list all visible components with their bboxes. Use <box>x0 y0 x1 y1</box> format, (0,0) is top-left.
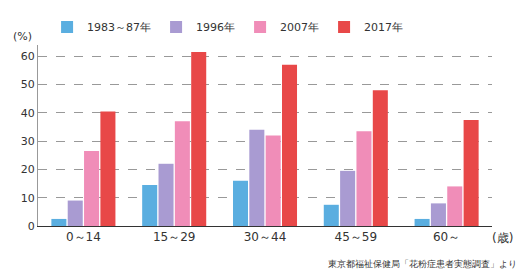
svg-text:0～14: 0～14 <box>66 230 101 244</box>
svg-text:10: 10 <box>21 192 35 205</box>
svg-text:40: 40 <box>21 107 35 120</box>
svg-text:(歳): (歳) <box>492 231 513 245</box>
svg-text:45～59: 45～59 <box>335 230 378 244</box>
svg-text:30: 30 <box>21 135 35 148</box>
svg-text:60: 60 <box>21 50 35 63</box>
svg-text:1996年: 1996年 <box>196 21 235 34</box>
svg-text:2017年: 2017年 <box>364 21 403 34</box>
svg-text:20: 20 <box>21 163 35 176</box>
svg-text:60～: 60～ <box>433 230 460 244</box>
svg-text:30～44: 30～44 <box>244 230 287 244</box>
svg-text:50: 50 <box>21 78 35 91</box>
svg-text:東京都福祉保健局「花粉症患者実態調査」より: 東京都福祉保健局「花粉症患者実態調査」より <box>328 259 517 269</box>
svg-text:2007年: 2007年 <box>280 21 319 34</box>
svg-text:(%): (%) <box>13 30 32 43</box>
svg-text:0: 0 <box>28 220 35 233</box>
svg-text:1983～87年: 1983～87年 <box>87 21 151 34</box>
svg-text:15～29: 15～29 <box>153 230 196 244</box>
